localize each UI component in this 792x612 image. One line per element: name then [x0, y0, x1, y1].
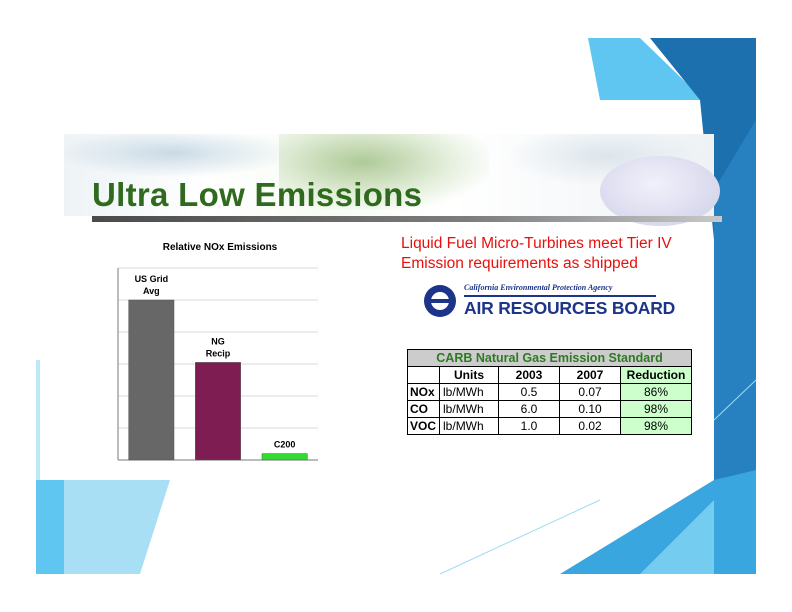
bar-label: NG Recip: [206, 336, 231, 358]
bar-label-line: C200: [274, 440, 296, 450]
header-2003: 2003: [498, 366, 561, 384]
logo-board-text: AIR RESOURCES BOARD: [464, 298, 676, 318]
table-row: CO lb/MWh 6.0 0.10 98%: [406, 400, 693, 418]
bg-shape-bottom-left: [64, 480, 170, 574]
logo-agency-text: California Environmental Protection Agen…: [464, 283, 613, 292]
table-row: VOC lb/MWh 1.0 0.02 98%: [406, 417, 693, 435]
table-caption: CARB Natural Gas Emission Standard: [406, 349, 693, 367]
reduction-cell: 98%: [620, 417, 693, 435]
bg-shape-top-right-light: [588, 38, 704, 100]
units-cell: lb/MWh: [439, 417, 500, 435]
units-cell: lb/MWh: [439, 383, 500, 401]
logo-divider: [464, 295, 656, 297]
bg-shape-bottom-right-light: [640, 500, 714, 574]
header-reduction: Reduction: [620, 366, 693, 384]
arb-emblem-icon: [424, 285, 456, 317]
slide-title: Ultra Low Emissions: [92, 176, 423, 213]
carb-standard-table: CARB Natural Gas Emission Standard Units…: [406, 349, 693, 435]
reduction-cell: 98%: [620, 400, 693, 418]
bar-label-line: NG: [211, 336, 225, 346]
header-2007: 2007: [559, 366, 622, 384]
tier-note: Liquid Fuel Micro-Turbines meet Tier IV …: [401, 235, 672, 272]
bar-label: C200: [274, 440, 296, 450]
value-2003-cell: 6.0: [498, 400, 561, 418]
bar-label: US Grid Avg: [135, 274, 169, 296]
reduction-cell: 86%: [620, 383, 693, 401]
bg-shape-left-strip: [36, 480, 64, 574]
banner-leaf-image: [279, 134, 489, 210]
bg-shape-left-sliver: [36, 360, 40, 480]
bar: [128, 299, 175, 461]
header-blank: [406, 366, 441, 384]
bg-diagonal-line: [439, 499, 601, 575]
bar-label-line: Recip: [206, 348, 231, 358]
arb-logo: California Environmental Protection Agen…: [424, 282, 675, 324]
bar: [195, 362, 241, 461]
table-header-row: Units 2003 2007 Reduction: [406, 366, 693, 384]
value-2007-cell: 0.02: [559, 417, 622, 435]
header-units: Units: [439, 366, 500, 384]
value-2007-cell: 0.07: [559, 383, 622, 401]
pollutant-cell: VOC: [406, 417, 441, 435]
nox-bar-chart: US Grid Avg NG Recip C200: [117, 267, 318, 461]
bar-label-line: US Grid: [135, 274, 169, 284]
units-cell: lb/MWh: [439, 400, 500, 418]
bar-label-line: Avg: [143, 286, 160, 296]
bg-diagonal-line-2: [713, 379, 757, 421]
value-2003-cell: 0.5: [498, 383, 561, 401]
banner-water-texture: [64, 134, 294, 178]
chart-title: Relative NOx Emissions: [162, 242, 278, 253]
bar: [261, 453, 308, 461]
pollutant-cell: NOx: [406, 383, 441, 401]
globe-decoration: [600, 156, 720, 226]
value-2003-cell: 1.0: [498, 417, 561, 435]
title-underline: [92, 216, 722, 222]
table-row: NOx lb/MWh 0.5 0.07 86%: [406, 383, 693, 401]
table-caption-row: CARB Natural Gas Emission Standard: [406, 349, 693, 367]
value-2007-cell: 0.10: [559, 400, 622, 418]
pollutant-cell: CO: [406, 400, 441, 418]
